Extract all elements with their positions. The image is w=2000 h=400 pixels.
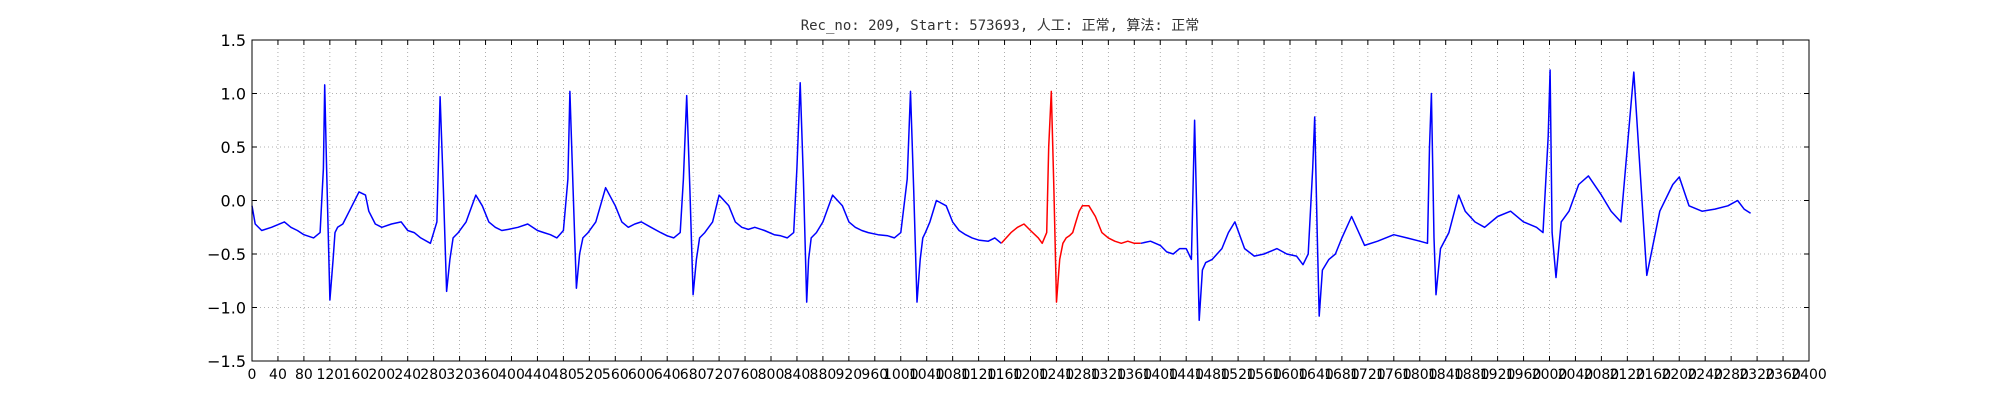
x-tick-label: 480 [550,367,577,383]
y-tick-label: 0.5 [221,138,246,157]
x-tick-label: 160 [342,367,369,383]
x-tick-label: 400 [498,367,525,383]
x-tick-label: 1520 [1220,367,1256,383]
y-tick-label: 1.0 [221,85,246,104]
x-tick-label: 1880 [1454,367,1490,383]
x-tick-label: 1200 [1013,367,1049,383]
x-tick-label: 200 [368,367,395,383]
x-tick-label: 1760 [1376,367,1412,383]
x-tick-label: 1040 [909,367,945,383]
x-tick-label: 2000 [1532,367,1568,383]
x-tick-label: 1680 [1324,367,1360,383]
x-tick-label: 1480 [1194,367,1230,383]
x-tick-label: 1720 [1350,367,1386,383]
x-tick-label: 1360 [1116,367,1152,383]
x-tick-label: 1920 [1480,367,1516,383]
y-tick-label: −1.0 [207,299,246,318]
x-tick-label: 1960 [1506,367,1542,383]
x-tick-label: 2360 [1765,367,1801,383]
x-tick-label: 520 [576,367,603,383]
x-tick-label: 800 [758,367,785,383]
x-axis: 0 40 80 120 160 200 240 280 320 360 400 440 480 520 56… [248,40,1827,383]
x-tick-label: 1320 [1091,367,1127,383]
x-tick-label: 360 [472,367,499,383]
x-tick-label: 760 [732,367,759,383]
x-tick-label: 1280 [1065,367,1101,383]
x-tick-label: 2080 [1584,367,1620,383]
series-layer [251,69,1752,322]
x-tick-label: 1440 [1168,367,1204,383]
x-tick-label: 1120 [961,367,997,383]
x-tick-label: 2160 [1635,367,1671,383]
x-tick-label: 720 [706,367,733,383]
y-axis: −1.5 −1.0 −0.5 0.0 0.5 1.0 1.5 [207,31,1809,371]
series-line-0 [251,82,1002,303]
x-tick-label: 2280 [1713,367,1749,383]
x-tick-label: 40 [269,367,287,383]
x-tick-label: 600 [628,367,655,383]
x-tick-label: 1560 [1246,367,1282,383]
series-line-2 [1140,69,1752,322]
x-tick-label: 2120 [1610,367,1646,383]
x-tick-label: 2240 [1687,367,1723,383]
x-tick-label: 2200 [1661,367,1697,383]
x-tick-label: 1400 [1142,367,1178,383]
x-tick-label: 0 [248,367,257,383]
x-tick-label: 920 [835,367,862,383]
grid [251,39,1810,362]
x-tick-label: 880 [810,367,837,383]
x-tick-label: 1080 [935,367,971,383]
x-tick-label: 320 [446,367,473,383]
x-tick-label: 2320 [1739,367,1775,383]
x-tick-label: 1640 [1298,367,1334,383]
x-tick-label: 680 [680,367,707,383]
x-tick-label: 280 [420,367,447,383]
x-tick-label: 960 [861,367,888,383]
x-tick-label: 1800 [1402,367,1438,383]
y-tick-label: 1.5 [221,31,246,50]
x-tick-label: 1240 [1039,367,1075,383]
x-tick-label: 80 [295,367,313,383]
y-tick-label: −1.5 [207,352,246,371]
series-line-1 [1000,90,1141,303]
x-tick-label: 240 [394,367,421,383]
x-tick-label: 640 [654,367,681,383]
x-tick-label: 1840 [1428,367,1464,383]
x-tick-label: 1160 [987,367,1023,383]
x-tick-label: 1000 [883,367,919,383]
chart-title: Rec_no: 209, Start: 573693, 人工: 正常, 算法: … [801,18,1200,34]
x-tick-label: 2400 [1791,367,1827,383]
y-tick-label: −0.5 [207,245,246,264]
x-tick-label: 840 [784,367,811,383]
x-tick-label: 1600 [1272,367,1308,383]
y-tick-label: 0.0 [221,192,246,211]
x-tick-label: 120 [316,367,343,383]
x-tick-label: 560 [602,367,629,383]
x-tick-label: 2040 [1558,367,1594,383]
x-tick-label: 440 [524,367,551,383]
